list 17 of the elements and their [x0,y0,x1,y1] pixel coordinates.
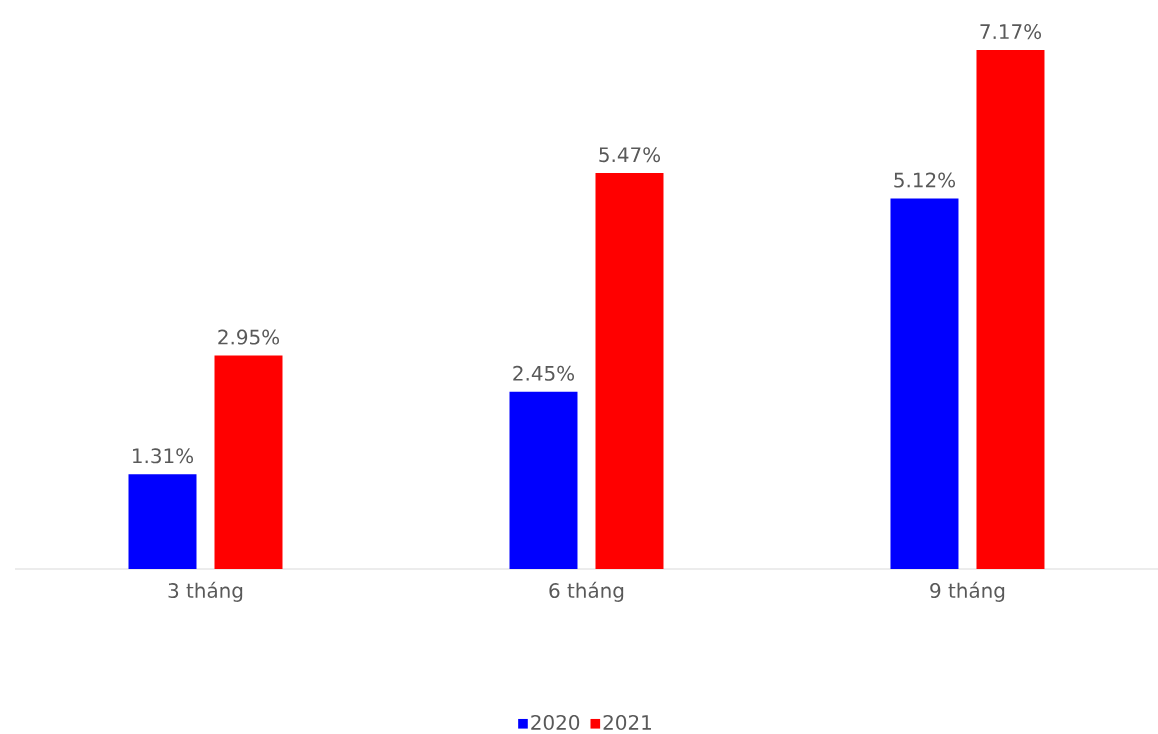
bar [128,474,197,569]
legend-label: 2020 [531,714,580,730]
x-tick-label: 6 tháng [549,581,624,602]
data-label: 7.17% [980,24,1042,40]
bar [890,198,959,569]
data-label: 1.31% [133,448,194,464]
data-label: 5.47% [599,147,661,163]
bar [509,391,578,569]
x-tick-label: 3 tháng [168,581,243,602]
bar [976,50,1045,569]
data-label: 2.95% [218,329,280,345]
bar [595,173,664,569]
data-label: 5.12% [894,172,956,188]
data-label: 2.45% [513,365,575,381]
bar [214,355,283,569]
x-tick-label: 9 tháng [930,581,1005,602]
legend-label: 2021 [603,714,651,730]
